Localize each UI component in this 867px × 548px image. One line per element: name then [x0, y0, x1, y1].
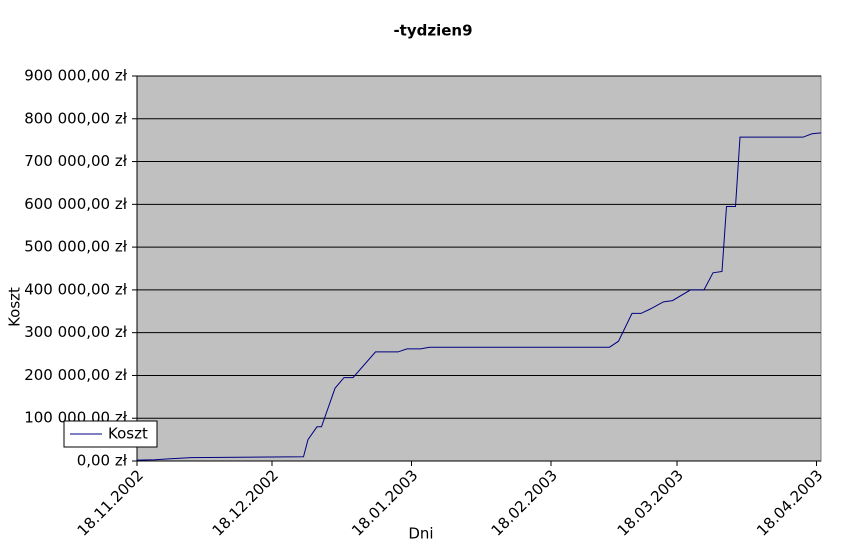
plot-area: [136, 75, 822, 462]
y-axis-label: Koszt: [6, 287, 24, 327]
y-tick-label: 800 000,00 zł: [24, 109, 128, 127]
legend-label: Koszt: [108, 425, 148, 443]
y-tick-label: 700 000,00 zł: [24, 152, 128, 170]
y-tick-label: 500 000,00 zł: [24, 238, 128, 256]
y-tick-label: 200 000,00 zł: [24, 366, 128, 384]
x-tick-label: 18.03.2003: [614, 466, 687, 539]
legend-box: [63, 420, 158, 448]
y-tick-label: 600 000,00 zł: [24, 195, 128, 213]
x-tick-label: 18.11.2002: [74, 466, 147, 539]
y-tick-label: 300 000,00 zł: [24, 323, 128, 341]
y-tick-label: 900 000,00 zł: [24, 67, 128, 85]
y-tick-label: 0,00 zł: [77, 452, 128, 470]
series-line: [136, 132, 822, 461]
x-tick-label: 18.02.2003: [488, 466, 561, 539]
y-tick-label: 400 000,00 zł: [24, 280, 128, 298]
x-tick-label: 18.04.2003: [753, 466, 826, 539]
x-axis-label: Dni: [408, 525, 433, 543]
x-tick-label: 18.12.2002: [209, 466, 282, 539]
chart-title: -tydzien9: [393, 22, 472, 40]
